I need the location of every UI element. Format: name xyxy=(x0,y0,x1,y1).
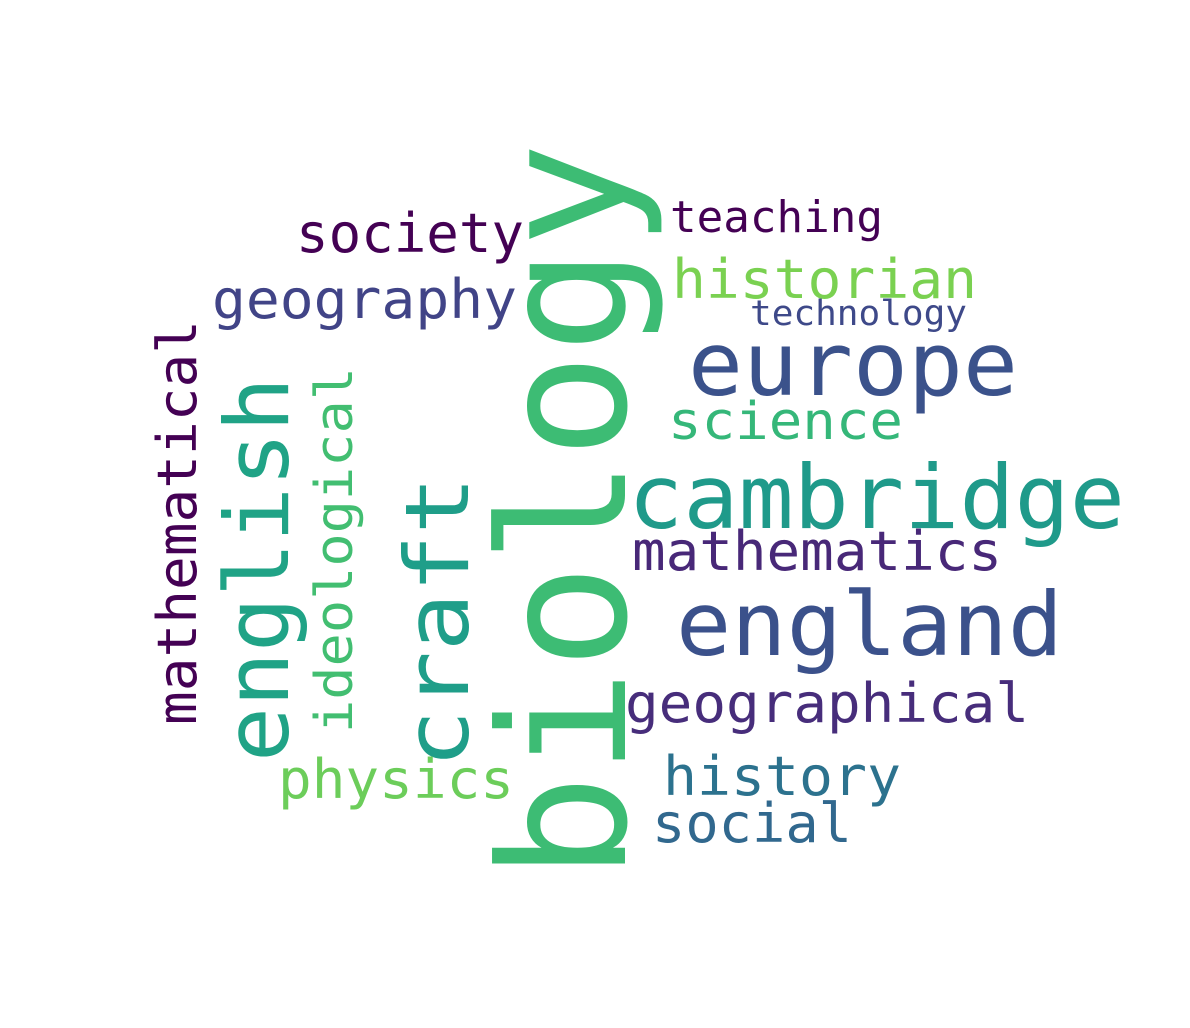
word-biology: biology xyxy=(464,142,667,880)
word-mathematical: mathematical xyxy=(146,320,209,725)
word-mathematics: mathematics xyxy=(632,520,1002,583)
word-england: england xyxy=(676,573,1063,676)
word-europe: europe xyxy=(688,313,1018,416)
word-science: science xyxy=(668,392,903,452)
word-historian: historian xyxy=(672,248,977,311)
word-society: society xyxy=(296,202,524,265)
word-geography: geography xyxy=(212,268,517,331)
word-technology: technology xyxy=(750,294,967,334)
word-history: history xyxy=(663,745,901,808)
word-social: social xyxy=(652,792,852,855)
word-english: english xyxy=(206,377,309,762)
word-geographical: geographical xyxy=(625,672,1029,735)
word-cambridge: cambridge xyxy=(628,446,1125,549)
word-ideological: ideological xyxy=(305,367,365,733)
word-craft: craft xyxy=(386,476,489,768)
word-teaching: teaching xyxy=(670,192,883,243)
word-physics: physics xyxy=(278,748,514,811)
